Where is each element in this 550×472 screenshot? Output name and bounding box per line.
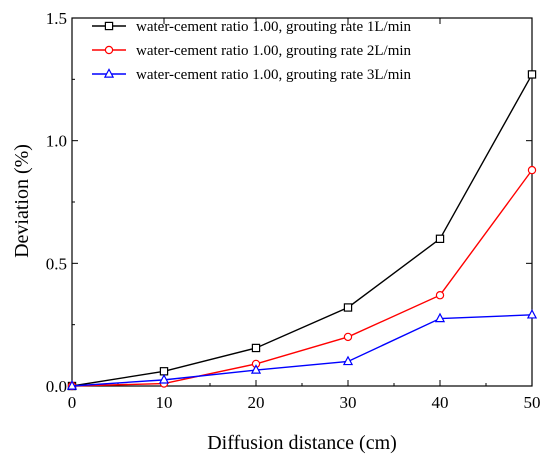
y-tick-label: 0.0: [46, 377, 67, 396]
data-point-triangle: [250, 364, 262, 374]
legend-label: water-cement ratio 1.00, grouting rate 1…: [136, 19, 412, 35]
series-1: [67, 70, 537, 391]
data-point-triangle: [434, 312, 446, 323]
x-tick-label: 10: [156, 393, 173, 412]
series-line: [71, 314, 533, 387]
data-point-circle: [435, 291, 445, 300]
data-point-square: [159, 367, 169, 376]
series-line: [71, 169, 533, 387]
legend: water-cement ratio 1.00, grouting rate 1…: [92, 19, 412, 83]
y-axis-title: Deviation (%): [11, 144, 33, 258]
x-tick-label: 50: [524, 393, 541, 412]
data-point-triangle: [526, 308, 538, 319]
data-point-square: [343, 303, 353, 312]
axes: 0 10 20 30 40 50 0.0 0.5 1.0 1.5: [46, 9, 541, 412]
x-axis-title: Diffusion distance (cm): [207, 432, 397, 454]
y-tick-label: 1.0: [46, 132, 67, 151]
data-point-square: [104, 21, 114, 31]
data-point-circle: [104, 45, 114, 55]
legend-item-1: water-cement ratio 1.00, grouting rate 1…: [92, 19, 412, 35]
data-point-square: [435, 234, 445, 243]
x-tick-label: 0: [68, 393, 77, 412]
y-tick-label: 0.5: [46, 254, 67, 273]
data-point-triangle: [342, 355, 354, 366]
x-tick-label: 20: [248, 393, 265, 412]
data-point-triangle: [66, 380, 78, 390]
series-2: [67, 165, 537, 391]
legend-label: water-cement ratio 1.00, grouting rate 2…: [136, 43, 412, 59]
y-tick-label: 1.5: [46, 9, 67, 28]
data-point-square: [527, 70, 537, 79]
data-point-triangle: [158, 373, 170, 384]
data-point-circle: [343, 332, 353, 342]
series-lines: [66, 70, 538, 391]
data-point-square: [251, 343, 261, 353]
x-tick-label: 30: [340, 393, 357, 412]
legend-label: water-cement ratio 1.00, grouting rate 3…: [136, 67, 412, 83]
legend-item-2: water-cement ratio 1.00, grouting rate 2…: [92, 43, 412, 59]
legend-item-3: water-cement ratio 1.00, grouting rate 3…: [92, 67, 412, 83]
data-point-triangle: [103, 68, 115, 78]
series-3: [66, 308, 538, 390]
x-tick-label: 40: [432, 393, 449, 412]
series-line: [71, 74, 533, 387]
data-point-circle: [527, 165, 537, 175]
